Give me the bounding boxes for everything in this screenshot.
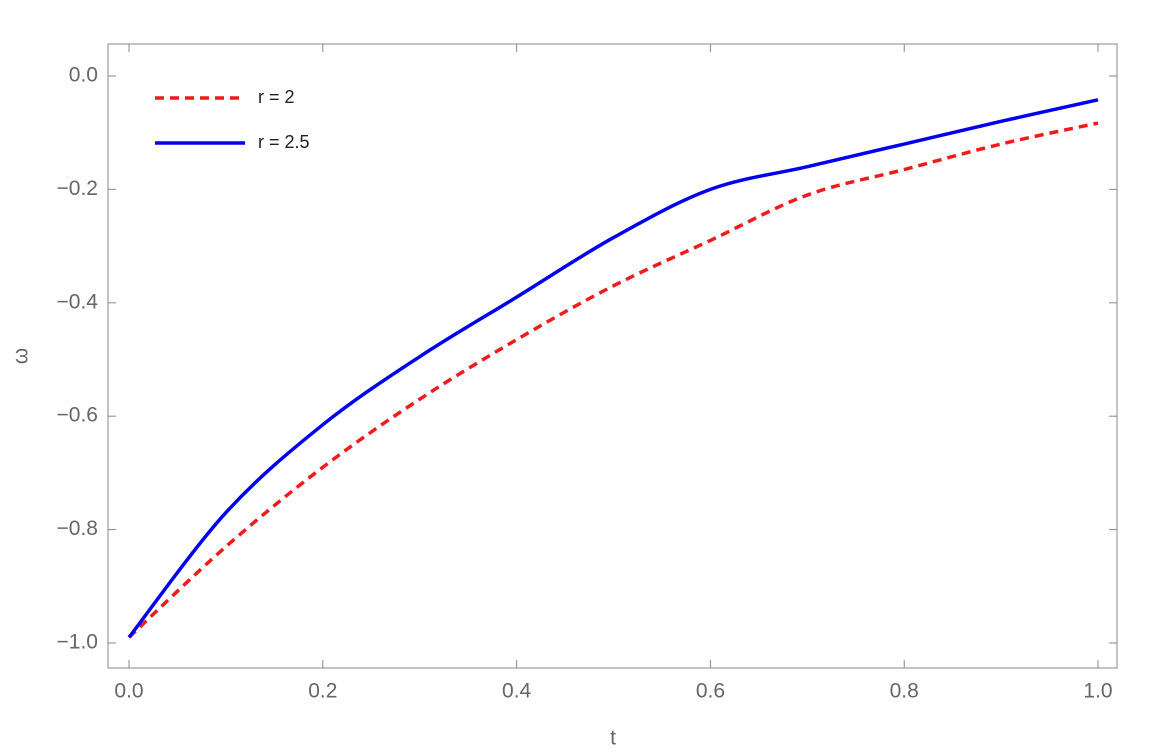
x-tick-label: 0.4 (502, 680, 532, 703)
x-tick-label: 0.2 (308, 680, 337, 703)
x-tick-label: 0.0 (114, 680, 143, 703)
plot-frame (107, 43, 1118, 669)
x-tick-label: 0.8 (890, 680, 919, 703)
y-tick-label: −0.4 (57, 290, 99, 313)
y-axis-label: ω (10, 348, 33, 364)
y-tick-label: −0.8 (57, 517, 98, 540)
y-tick-label: −0.6 (57, 404, 98, 427)
y-tick-label: 0.0 (69, 64, 98, 87)
series-line (127, 98, 1099, 639)
y-tick-label: −1.0 (57, 631, 98, 654)
x-axis-label: t (610, 727, 616, 750)
series-line (127, 121, 1099, 639)
legend-label: r = 2 (258, 87, 295, 107)
legend-label: r = 2.5 (258, 132, 310, 152)
y-tick-label: −0.2 (57, 177, 98, 200)
x-tick-label: 1.0 (1083, 680, 1112, 703)
x-tick-label: 0.6 (696, 680, 725, 703)
